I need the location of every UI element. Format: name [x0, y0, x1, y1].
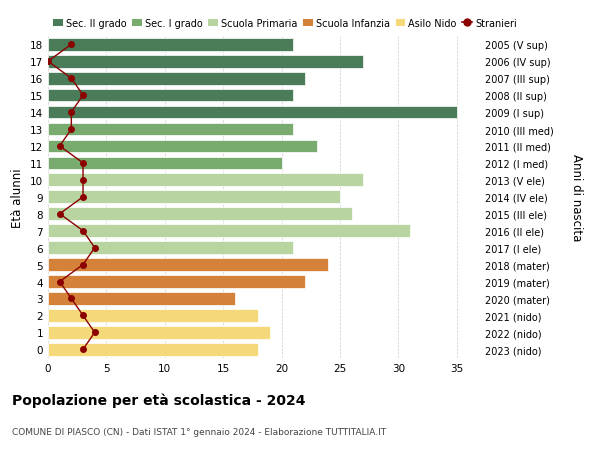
Bar — [48, 73, 305, 85]
Bar — [48, 259, 328, 271]
Text: COMUNE DI PIASCO (CN) - Dati ISTAT 1° gennaio 2024 - Elaborazione TUTTITALIA.IT: COMUNE DI PIASCO (CN) - Dati ISTAT 1° ge… — [12, 427, 386, 436]
Bar — [48, 309, 258, 322]
Text: Popolazione per età scolastica - 2024: Popolazione per età scolastica - 2024 — [12, 392, 305, 407]
Legend: Sec. II grado, Sec. I grado, Scuola Primaria, Scuola Infanzia, Asilo Nido, Stran: Sec. II grado, Sec. I grado, Scuola Prim… — [53, 19, 517, 28]
Bar — [48, 123, 293, 136]
Bar — [48, 140, 317, 153]
Bar — [48, 292, 235, 305]
Y-axis label: Età alunni: Età alunni — [11, 168, 25, 227]
Bar — [48, 242, 293, 254]
Bar — [48, 343, 258, 356]
Bar — [48, 191, 340, 204]
Bar — [48, 225, 410, 237]
Bar — [48, 208, 352, 221]
Bar — [48, 106, 457, 119]
Y-axis label: Anni di nascita: Anni di nascita — [570, 154, 583, 241]
Bar — [48, 326, 270, 339]
Bar — [48, 90, 293, 102]
Bar — [48, 157, 281, 170]
Bar — [48, 56, 363, 68]
Bar — [48, 39, 293, 51]
Bar — [48, 174, 363, 187]
Bar — [48, 275, 305, 288]
